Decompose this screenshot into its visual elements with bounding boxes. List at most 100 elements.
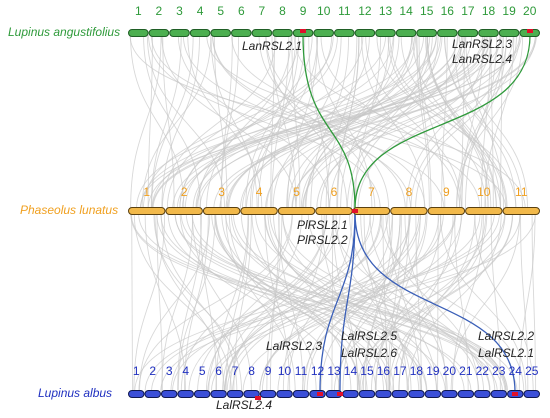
chromosome <box>358 390 376 398</box>
background-link <box>133 212 166 393</box>
background-link <box>206 34 292 210</box>
background-link <box>156 212 163 393</box>
chromosome-label: 3 <box>176 4 183 18</box>
background-link <box>232 212 491 393</box>
gene-label: LalRSL2.2 <box>478 329 534 343</box>
chromosome <box>277 207 316 215</box>
chromosome-label: 8 <box>248 364 255 378</box>
background-link <box>146 34 226 210</box>
gene-label: LalRSL2.5 <box>341 329 397 343</box>
background-link <box>308 34 330 210</box>
background-link <box>148 34 381 210</box>
chromosome-label: 1 <box>133 364 140 378</box>
background-link <box>287 212 353 393</box>
background-link <box>130 34 185 210</box>
background-link <box>300 34 443 210</box>
background-link <box>200 212 217 393</box>
background-link <box>242 212 521 393</box>
background-link <box>287 34 417 210</box>
background-link <box>251 34 318 210</box>
background-link <box>286 34 342 210</box>
background-link <box>245 34 413 210</box>
background-link <box>160 212 446 393</box>
background-link <box>167 212 388 393</box>
background-link <box>180 212 518 393</box>
background-link <box>227 34 463 210</box>
background-link <box>351 34 439 210</box>
background-link <box>452 212 484 393</box>
gene-label: LanRSL2.3 <box>452 37 512 51</box>
background-link <box>331 212 334 393</box>
chromosome-label: 1 <box>143 185 150 199</box>
chromosome-label: 2 <box>181 185 188 199</box>
background-link <box>182 34 412 210</box>
link <box>354 212 516 393</box>
background-link <box>443 34 523 210</box>
background-link <box>208 212 303 393</box>
background-link <box>302 34 467 210</box>
background-link <box>418 34 432 210</box>
chromosome <box>424 390 442 398</box>
background-link <box>219 34 537 210</box>
background-link <box>131 212 133 393</box>
background-link <box>179 212 340 393</box>
gene-label: PlRSL2.1 <box>297 218 348 232</box>
chromosome-label: 1 <box>135 4 142 18</box>
chromosome-label: 6 <box>331 185 338 199</box>
chromosome-label: 24 <box>509 364 523 378</box>
chromosomes: 1 2 3 4 5 6 7 8 9 10 11 12 13 14 15 16 17 18 19 201 2 3 4 5 6 7 8 9… <box>128 4 541 398</box>
background-link <box>392 212 488 393</box>
background-link <box>406 34 486 210</box>
chromosome <box>502 207 540 215</box>
gene-label: LalRSL2.3 <box>266 339 322 353</box>
background-link <box>249 34 306 210</box>
background-link <box>225 212 296 393</box>
background-link <box>233 212 252 393</box>
chromosome-label: 15 <box>420 4 434 18</box>
background-link <box>176 34 489 210</box>
chromosome <box>231 29 252 37</box>
background-link <box>461 34 465 210</box>
chromosome <box>478 29 499 37</box>
species-label: Lupinus angustifolius <box>8 25 120 39</box>
chromosome <box>457 29 479 37</box>
background-link <box>424 34 497 210</box>
background-link <box>329 34 433 210</box>
chromosome-label: 6 <box>215 364 222 378</box>
background-link <box>320 34 461 210</box>
chromosome <box>437 29 458 37</box>
background-link <box>195 34 364 210</box>
chromosome <box>276 390 293 398</box>
background-link <box>214 212 360 393</box>
background-link <box>461 34 484 210</box>
background-link <box>465 34 504 210</box>
background-link <box>161 212 194 393</box>
background-link <box>359 212 487 393</box>
chromosome-label: 3 <box>218 185 225 199</box>
background-link <box>272 34 370 210</box>
background-link <box>454 212 469 393</box>
chromosome <box>240 207 278 215</box>
chromosome-label: 23 <box>492 364 506 378</box>
background-link <box>321 212 359 393</box>
background-link <box>136 34 387 210</box>
background-link <box>231 34 481 210</box>
chromosome-label: 2 <box>149 364 156 378</box>
chromosome <box>315 207 353 215</box>
chromosome <box>169 29 190 37</box>
background-link <box>177 212 216 393</box>
chromosome-label: 11 <box>338 4 351 18</box>
chromosome <box>474 390 491 398</box>
chromosome-label: 4 <box>197 4 204 18</box>
background-link <box>130 212 472 393</box>
background-link <box>306 212 411 393</box>
gene-marker <box>255 396 261 400</box>
background-link <box>335 212 412 393</box>
gene-label: LalRSL2.6 <box>341 346 397 360</box>
background-link <box>207 212 481 393</box>
background-link <box>360 212 408 393</box>
chromosome-label: 7 <box>232 364 239 378</box>
chromosome <box>251 29 273 37</box>
gene-marker <box>512 392 518 396</box>
chromosome <box>259 390 277 398</box>
